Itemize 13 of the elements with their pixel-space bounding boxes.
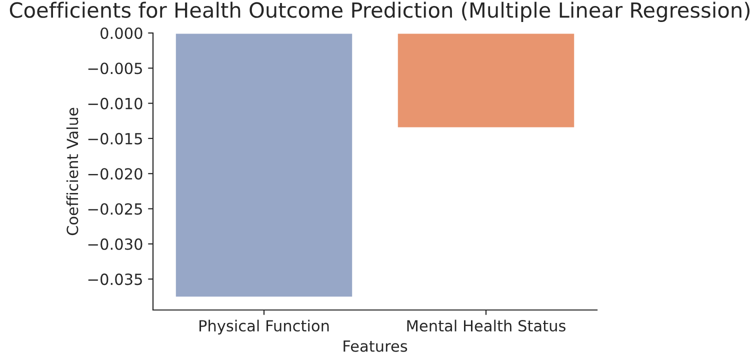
x-axis-title: Features <box>344 340 408 352</box>
x-tick-label: Mental Health Status <box>407 320 566 332</box>
y-tick-label: −0.025 <box>88 203 142 215</box>
y-tick-label: −0.030 <box>88 238 142 250</box>
y-axis-title: Coefficient Value <box>66 108 78 236</box>
y-tick-label: −0.035 <box>88 274 142 286</box>
y-tick-label: −0.015 <box>88 132 142 144</box>
y-tick-label: −0.010 <box>88 98 142 110</box>
y-tick-label: 0.000 <box>100 27 142 40</box>
y-tick-label: −0.005 <box>88 62 142 74</box>
x-tick-label: Physical Function <box>200 320 329 335</box>
chart-title: Coefficients for Health Outcome Prediction (Multiple Linear Regression) <box>10 2 750 22</box>
y-tick-label: −0.020 <box>88 168 142 180</box>
